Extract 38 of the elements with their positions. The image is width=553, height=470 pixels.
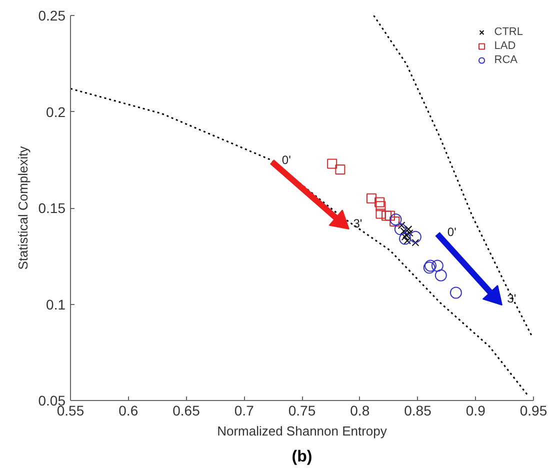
y-tick-label: 0.1 bbox=[46, 296, 66, 312]
legend-label: CTRL bbox=[494, 25, 523, 39]
x-tick-label: 0.9 bbox=[466, 402, 486, 418]
point bbox=[409, 230, 422, 243]
x-tick-label: 0.85 bbox=[404, 402, 432, 418]
point bbox=[384, 210, 395, 221]
annotation: 3' bbox=[353, 216, 362, 230]
point bbox=[376, 201, 386, 212]
legend-label: RCA bbox=[494, 53, 518, 67]
y-tick-label: 0.25 bbox=[38, 8, 66, 24]
x-tick-label: 0.6 bbox=[118, 402, 138, 418]
x-tick-label: 0.65 bbox=[172, 402, 200, 418]
annotation: 0' bbox=[282, 152, 291, 167]
point bbox=[431, 260, 444, 272]
legend-label: LAD bbox=[494, 39, 516, 53]
y-axis-title: Statistical Complexity bbox=[15, 146, 30, 270]
x-tick-label: 0.75 bbox=[288, 402, 316, 418]
point bbox=[376, 208, 386, 219]
point bbox=[390, 214, 402, 226]
point bbox=[381, 210, 392, 221]
point bbox=[434, 269, 447, 282]
point bbox=[374, 197, 385, 208]
line-series bbox=[373, 16, 534, 338]
x-tick-label: 0.95 bbox=[520, 402, 548, 418]
text: (b) bbox=[292, 448, 312, 466]
y-tick-label: 0.2 bbox=[46, 104, 66, 120]
point bbox=[450, 286, 462, 299]
annotation: 0' bbox=[447, 224, 456, 239]
x-tick-label: 0.7 bbox=[234, 402, 254, 418]
annotation: 3' bbox=[507, 292, 516, 306]
point bbox=[335, 164, 346, 174]
point bbox=[390, 216, 400, 226]
x-tick-label: 0.8 bbox=[350, 402, 370, 418]
x-axis-title: Normalized Shannon Entropy bbox=[217, 424, 388, 438]
line-series bbox=[70, 88, 530, 398]
point bbox=[366, 193, 376, 204]
point bbox=[327, 158, 338, 169]
y-tick-label: 0.15 bbox=[38, 200, 66, 216]
